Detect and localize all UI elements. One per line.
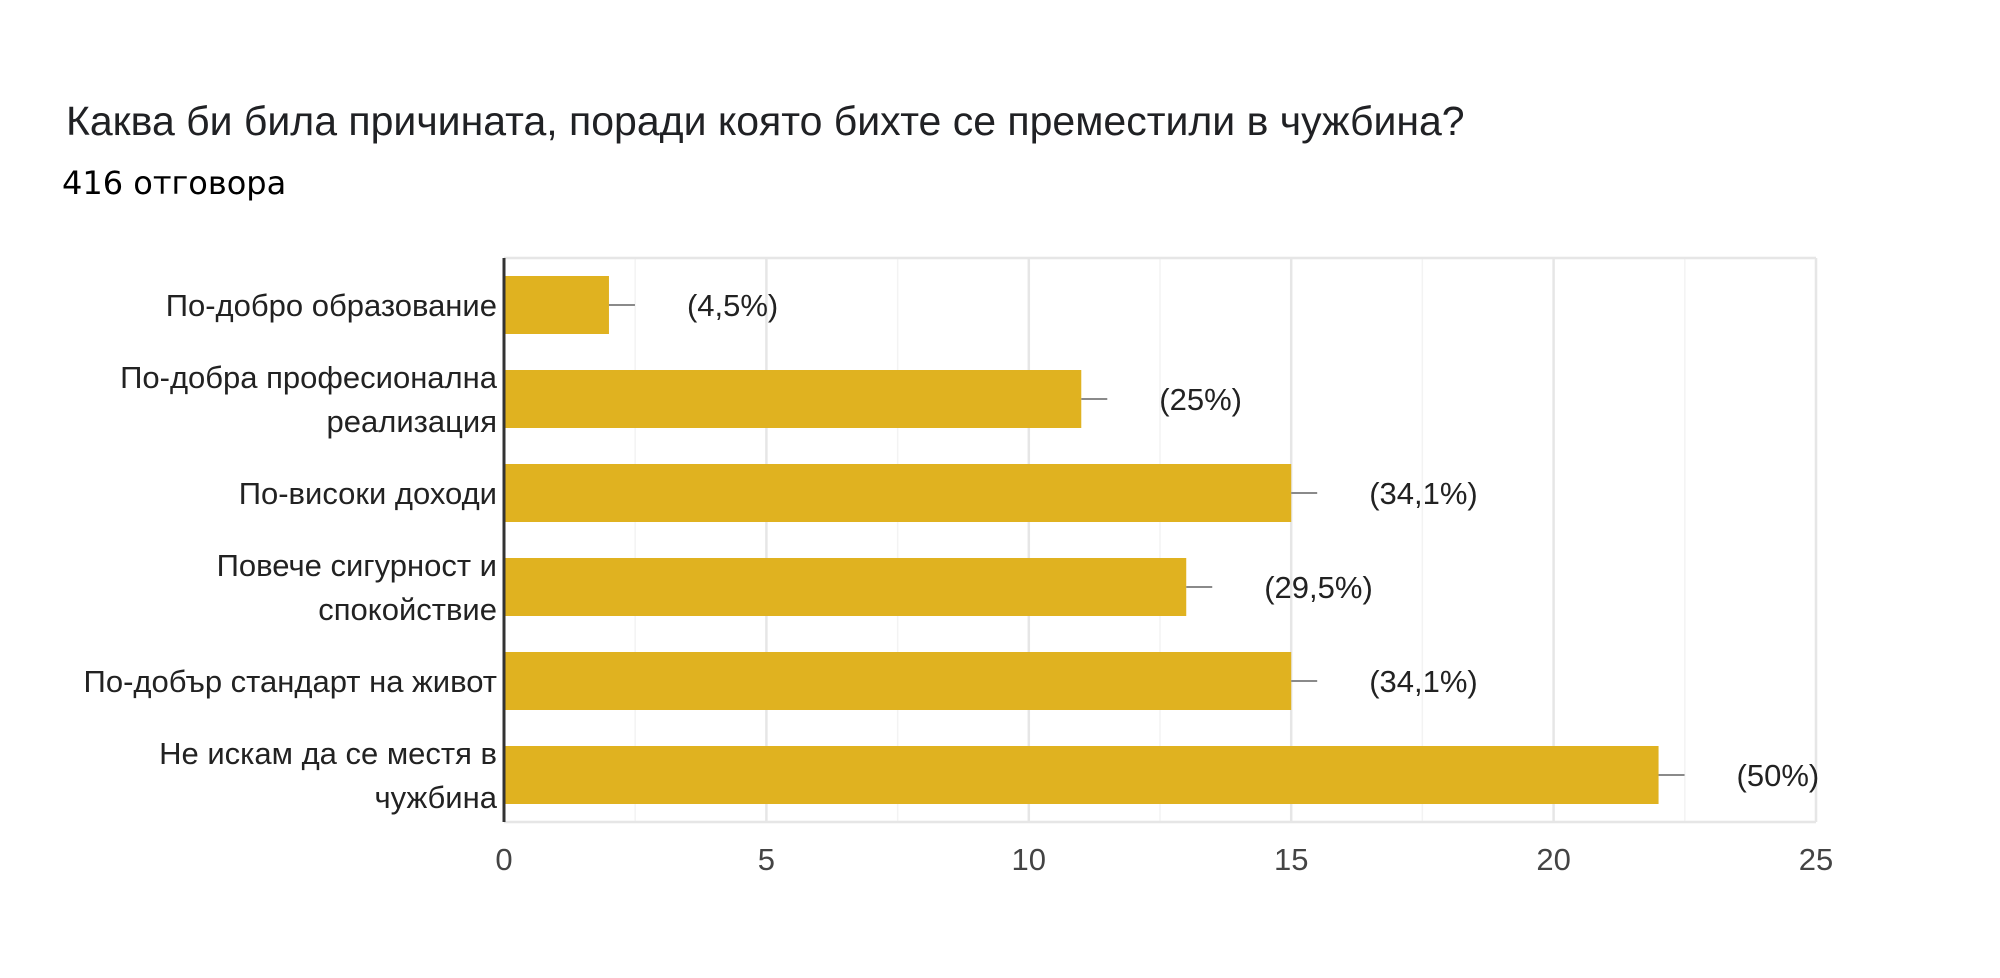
category-label: По-добро образование (166, 288, 497, 323)
response-count: 416 отговора (62, 164, 287, 202)
bar (504, 746, 1659, 804)
x-tick-label: 20 (1536, 842, 1570, 877)
label-layer: 0 5 10 15 20 25 По-добро образование (4,5%) По-д… (84, 258, 1833, 877)
category-label: По-добър стандарт на живот (84, 664, 497, 699)
category-label: спокойствие (318, 592, 497, 627)
category-label: Не искам да се местя в (159, 736, 497, 771)
data-label: (4,5%) (687, 288, 778, 323)
x-tick-label: 25 (1799, 842, 1833, 877)
category-label: Повече сигурност и (217, 548, 497, 583)
bar (504, 652, 1292, 710)
data-label: (34,1%) (1369, 476, 1478, 511)
bar (504, 558, 1187, 616)
bar (504, 464, 1292, 522)
category-label: чужбина (374, 780, 497, 815)
grid-layer (504, 256, 1818, 824)
x-tick-label: 15 (1274, 842, 1308, 877)
chart-title: Каква би била причината, поради която би… (66, 98, 1465, 144)
bar (504, 370, 1082, 428)
data-label: (50%) (1737, 758, 1820, 793)
bar (504, 276, 609, 334)
x-tick-label: 10 (1012, 842, 1046, 877)
category-label: По-добра професионална (120, 360, 498, 395)
data-label: (34,1%) (1369, 664, 1478, 699)
category-label: реализация (327, 404, 497, 439)
data-label: (29,5%) (1264, 570, 1373, 605)
x-tick-label: 0 (495, 842, 512, 877)
bar-layer (504, 276, 1685, 804)
data-label: (25%) (1159, 382, 1242, 417)
x-tick-label: 5 (758, 842, 775, 877)
category-label: По-високи доходи (239, 476, 497, 511)
